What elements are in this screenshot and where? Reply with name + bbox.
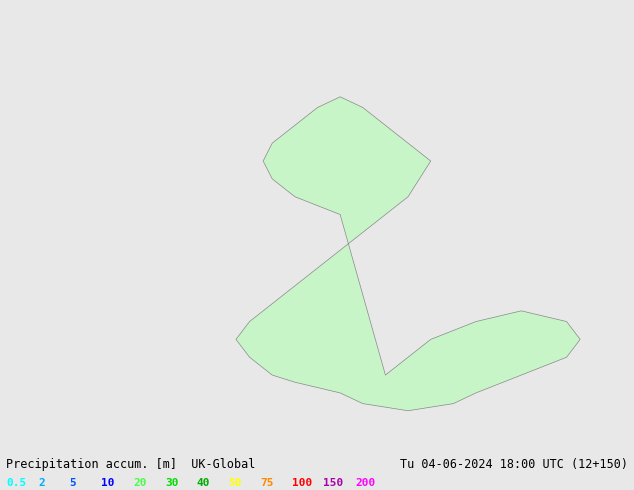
Text: Precipitation accum. [m]  UK-Global: Precipitation accum. [m] UK-Global xyxy=(6,458,256,471)
Text: 0.5: 0.5 xyxy=(6,478,27,488)
Text: 10: 10 xyxy=(101,478,115,488)
Text: 20: 20 xyxy=(133,478,146,488)
Text: 100: 100 xyxy=(292,478,312,488)
Text: 200: 200 xyxy=(355,478,375,488)
Text: 75: 75 xyxy=(260,478,273,488)
Text: 40: 40 xyxy=(197,478,210,488)
Text: 2: 2 xyxy=(38,478,45,488)
Text: 150: 150 xyxy=(323,478,344,488)
Text: 50: 50 xyxy=(228,478,242,488)
Text: 5: 5 xyxy=(70,478,77,488)
Text: 30: 30 xyxy=(165,478,178,488)
Text: Tu 04-06-2024 18:00 UTC (12+150): Tu 04-06-2024 18:00 UTC (12+150) xyxy=(399,458,628,471)
